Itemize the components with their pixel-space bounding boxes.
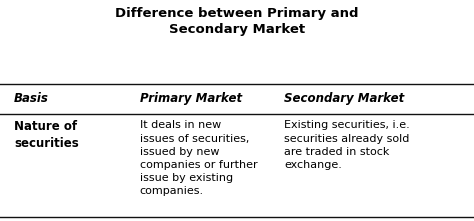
- Text: Existing securities, i.e.
securities already sold
are traded in stock
exchange.: Existing securities, i.e. securities alr…: [284, 120, 410, 170]
- Text: Basis: Basis: [14, 92, 49, 105]
- Text: Secondary Market: Secondary Market: [284, 92, 405, 105]
- Text: It deals in new
issues of securities,
issued by new
companies or further
issue b: It deals in new issues of securities, is…: [140, 120, 257, 196]
- Text: Difference between Primary and
Secondary Market: Difference between Primary and Secondary…: [115, 7, 359, 36]
- Text: Nature of
securities: Nature of securities: [14, 120, 79, 151]
- Text: Primary Market: Primary Market: [140, 92, 242, 105]
